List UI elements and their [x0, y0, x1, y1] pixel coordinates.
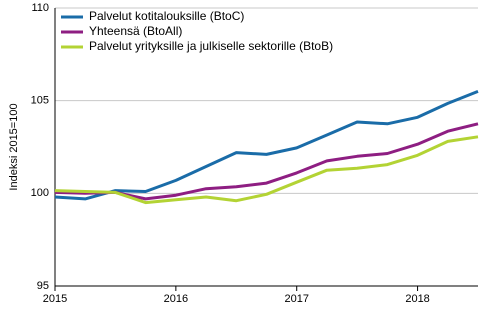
y-tick-label: 110 [31, 2, 49, 14]
legend-label: Yhteensä (BtoAll) [89, 24, 182, 38]
y-tick-label: 105 [31, 95, 49, 107]
legend-label: Palvelut kotitalouksille (BtoC) [89, 9, 244, 23]
line [54, 135, 479, 205]
y-tick-label: 100 [31, 187, 49, 199]
legend: Palvelut kotitalouksille (BtoC)Yhteensä … [61, 9, 333, 53]
legend-label: Palvelut yrityksille ja julkiselle sekto… [89, 39, 333, 53]
y-axis-label: Indeksi 2015=100 [8, 103, 20, 190]
y-tick-label: 95 [37, 280, 49, 292]
x-tick-label: 2015 [43, 293, 67, 305]
x-tick-label: 2018 [405, 293, 429, 305]
x-tick-label: 2016 [164, 293, 188, 305]
x-tick-label: 2017 [284, 293, 308, 305]
line [54, 122, 479, 201]
line [54, 90, 479, 201]
